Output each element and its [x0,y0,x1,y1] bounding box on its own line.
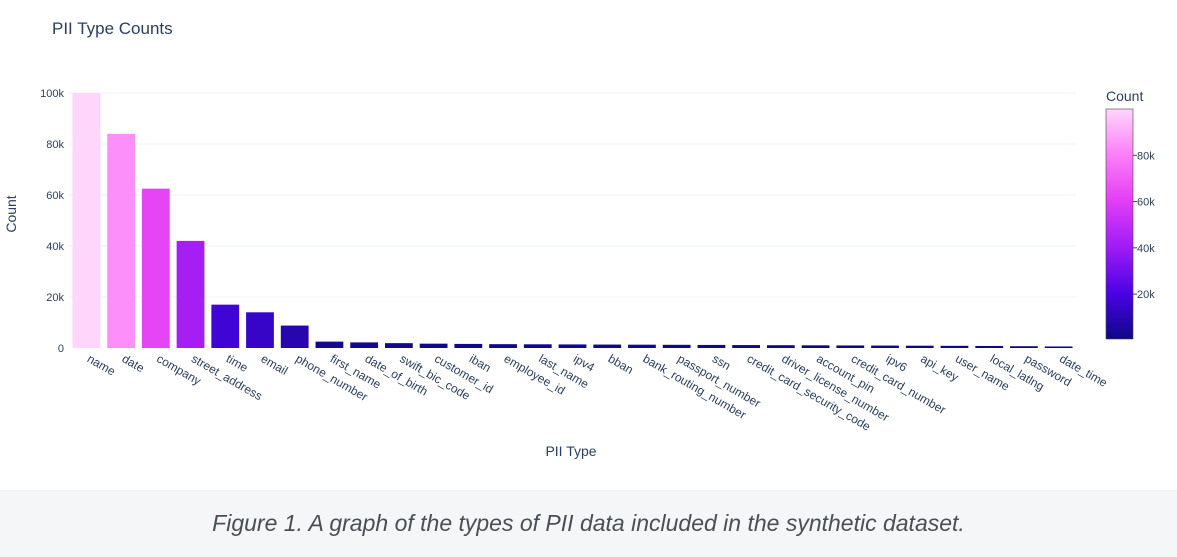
pii-type-counts-chart: 0 20k 40k 60k 80k 100k name date companystreet_… [3,19,1155,459]
bar-company [141,188,170,348]
bar-date [107,133,135,348]
bar-ssn [697,344,726,348]
bar-name [72,93,101,348]
bar-date_time [1044,346,1073,348]
y-tick-label: 60k [46,190,64,202]
y-tick-label: 80k [46,139,64,151]
gridlines [69,92,1076,298]
colorbar-title: Count [1106,88,1143,104]
bar-email [246,312,274,348]
bar-driver_license_number [766,345,795,348]
y-tick-label: 20k [46,292,64,304]
x-tick-label: email [258,351,290,377]
bar-bban [593,344,622,348]
bar-api_key [905,345,934,348]
bar-local_latlng [975,345,1004,348]
y-tick-label: 0 [58,343,64,355]
y-axis-title: Count [3,195,19,232]
bar-credit_card_security_code [732,345,761,348]
bar-employee_id [489,344,517,348]
colorbar-tick-label: 40k [1137,243,1155,255]
bar-ipv4 [558,344,587,348]
chart-panel: 0 20k 40k 60k 80k 100k name date company street_… [3,19,1156,459]
x-axis-title: PII Type [545,443,596,459]
bar-passport_number [662,344,691,348]
bar-time [211,304,240,348]
colorbar-ticks: 20k 40k 60k 80k [1133,150,1155,301]
y-tick-label: 100k [40,88,64,100]
bar-ipv6 [871,345,899,348]
x-tick-label: name [85,351,118,378]
colorbar: Count 20k 40k 60k 80k [1105,88,1155,340]
colorbar-tick-label: 80k [1137,150,1155,162]
y-axis-ticks: 0 20k 40k 60k 80k 100k [40,88,64,355]
bar-account_pin [801,345,830,348]
bar-last_name [523,344,552,348]
chart-title: PII Type Counts [52,19,173,38]
bar-iban [454,343,483,348]
bar-user_name [940,345,969,348]
x-tick-label: api_key [918,351,961,384]
y-tick-label: 40k [46,241,64,253]
colorbar-gradient [1105,108,1134,340]
bar-credit_card_number [836,345,865,348]
bars [72,93,1073,348]
x-tick-label: bban [606,351,636,376]
x-tick-label: date [120,351,148,375]
bar-phone_number [280,325,309,348]
bar-first_name [315,341,344,348]
bar-customer_id [419,343,448,348]
bar-password [1010,346,1038,348]
bar-street_address [176,240,205,348]
bar-swift_bic_code [384,343,413,348]
bar-date_of_birth [350,342,379,348]
figure-caption: Figure 1. A graph of the types of PII da… [212,510,965,536]
colorbar-tick-label: 60k [1137,197,1155,209]
colorbar-tick-label: 20k [1137,289,1155,301]
bar-bank_routing_number [628,344,656,348]
